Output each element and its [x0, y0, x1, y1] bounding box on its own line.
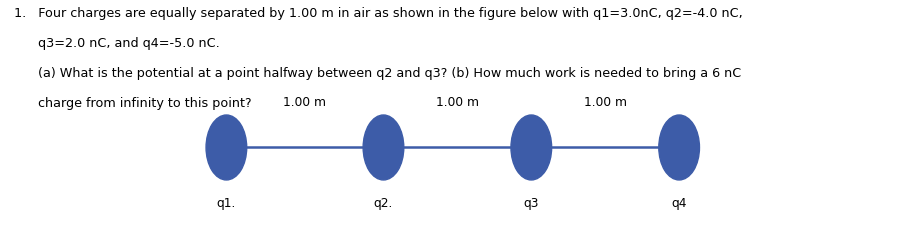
Ellipse shape: [511, 116, 552, 180]
Text: q3: q3: [524, 196, 539, 209]
Text: q3=2.0 nC, and q4=-5.0 nC.: q3=2.0 nC, and q4=-5.0 nC.: [14, 37, 220, 50]
Text: q2.: q2.: [374, 196, 393, 209]
Text: 1.00 m: 1.00 m: [284, 96, 326, 109]
Text: q4: q4: [672, 196, 687, 209]
Ellipse shape: [206, 116, 247, 180]
Text: q1.: q1.: [217, 196, 236, 209]
Text: charge from infinity to this point?: charge from infinity to this point?: [14, 97, 251, 110]
Text: 1.   Four charges are equally separated by 1.00 m in air as shown in the figure : 1. Four charges are equally separated by…: [14, 7, 743, 20]
Text: 1.00 m: 1.00 m: [584, 96, 626, 109]
Ellipse shape: [363, 116, 404, 180]
Ellipse shape: [659, 116, 699, 180]
Text: (a) What is the potential at a point halfway between q2 and q3? (b) How much wor: (a) What is the potential at a point hal…: [14, 67, 741, 80]
Text: 1.00 m: 1.00 m: [436, 96, 479, 109]
